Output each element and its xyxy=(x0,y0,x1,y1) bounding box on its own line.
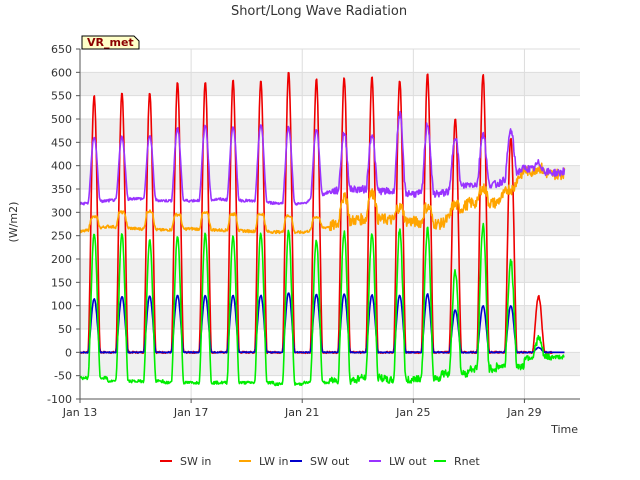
series-line-lw-out xyxy=(79,110,566,206)
y-tick-label: 450 xyxy=(51,136,72,149)
legend-label-rnet: Rnet xyxy=(454,455,480,468)
legend-label-lw-out: LW out xyxy=(389,455,427,468)
series-line-lw-in xyxy=(79,162,566,235)
y-tick-label: 500 xyxy=(51,113,72,126)
grid-band xyxy=(80,119,580,143)
y-tick-label: 50 xyxy=(58,323,72,336)
series-line-rnet xyxy=(79,222,565,387)
x-tick-label: Jan 17 xyxy=(173,406,208,419)
grid-band xyxy=(80,352,580,376)
y-tick-labels: -100 -50 0 50 100 150 200 250 300 350 400 450 500 550… xyxy=(47,43,80,406)
chart-title: Short/Long Wave Radiation xyxy=(231,4,407,19)
x-tick-label: Jan 13 xyxy=(62,406,97,419)
y-tick-label: 650 xyxy=(51,43,72,56)
y-tick-label: -50 xyxy=(54,370,72,383)
y-tick-label: 400 xyxy=(51,160,72,173)
y-axis-title: (W/m2) xyxy=(7,202,20,243)
y-tick-label: 150 xyxy=(51,276,72,289)
x-tick-label: Jan 29 xyxy=(506,406,541,419)
grid-band xyxy=(80,72,580,96)
plot-background xyxy=(80,49,580,399)
series-line-sw-out xyxy=(79,292,565,354)
legend-label-sw-in: SW in xyxy=(180,455,211,468)
axes xyxy=(79,49,580,400)
legend: SW in LW in SW out LW out Rnet xyxy=(160,455,480,468)
series-layer xyxy=(79,71,566,387)
y-tick-label: 0 xyxy=(65,346,72,359)
y-tick-label: -100 xyxy=(47,393,72,406)
y-tick-label: 600 xyxy=(51,66,72,79)
grid-band xyxy=(80,165,580,189)
y-tick-label: 250 xyxy=(51,230,72,243)
y-tick-label: 550 xyxy=(51,90,72,103)
y-tick-label: 300 xyxy=(51,206,72,219)
y-tick-label: 200 xyxy=(51,253,72,266)
y-tick-label: 350 xyxy=(51,183,72,196)
legend-label-lw-in: LW in xyxy=(259,455,289,468)
x-tick-label: Jan 21 xyxy=(284,406,319,419)
station-badge: VR_met xyxy=(81,35,140,50)
x-axis-title: Time xyxy=(550,423,578,436)
y-tick-label: 100 xyxy=(51,300,72,313)
x-tick-labels: Jan 13 Jan 17 Jan 21 Jan 25 Jan 29 xyxy=(62,399,542,419)
grid-band xyxy=(80,259,580,283)
station-badge-label: VR_met xyxy=(87,36,134,49)
station-badge-box xyxy=(81,35,140,50)
x-tick-label: Jan 25 xyxy=(395,406,430,419)
legend-label-sw-out: SW out xyxy=(310,455,350,468)
